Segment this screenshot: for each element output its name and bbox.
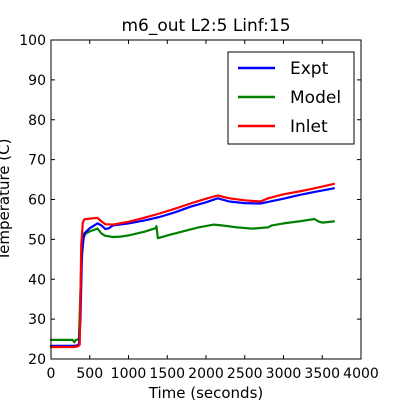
series-line-expt: [49, 187, 335, 347]
x-tick-label: 1500: [149, 366, 185, 382]
x-tick-label: 1000: [111, 366, 147, 382]
series-line-model: [49, 217, 335, 344]
legend-label-model: Model: [290, 88, 341, 108]
x-tick-label: 0: [47, 366, 56, 382]
x-tick-label: 3500: [304, 366, 340, 382]
x-tick-label: 4000: [343, 366, 379, 382]
x-tick-label: 500: [76, 366, 103, 382]
legend-label-expt: Expt: [290, 59, 329, 79]
y-tick-label: 50: [28, 232, 46, 248]
y-tick-label: 90: [28, 73, 46, 89]
y-tick-label: 20: [28, 352, 46, 368]
plot-lines: [49, 182, 335, 349]
series-line-inlet: [49, 182, 335, 349]
y-tick-label: 80: [28, 113, 46, 129]
x-tick-label: 3000: [266, 366, 302, 382]
x-tick-label: 2000: [188, 366, 224, 382]
axis-ticks: 0 500 1000 1500 2000 2500 3000 3500 4000 20 30 40 50…: [19, 33, 379, 382]
y-tick-label: 30: [28, 312, 46, 328]
legend: Expt Model Inlet: [227, 51, 355, 145]
chart-title: m6_out L2:5 Linf:15: [121, 16, 290, 36]
y-tick-label: 40: [28, 272, 46, 288]
legend-label-inlet: Inlet: [290, 117, 328, 137]
y-tick-label: 60: [28, 193, 46, 209]
x-axis-title: Time (seconds): [148, 384, 264, 400]
x-tick-label: 2500: [227, 366, 263, 382]
y-tick-label: 100: [19, 33, 46, 49]
y-axis-title: Temperature (C): [0, 139, 13, 262]
y-tick-label: 70: [28, 153, 46, 169]
